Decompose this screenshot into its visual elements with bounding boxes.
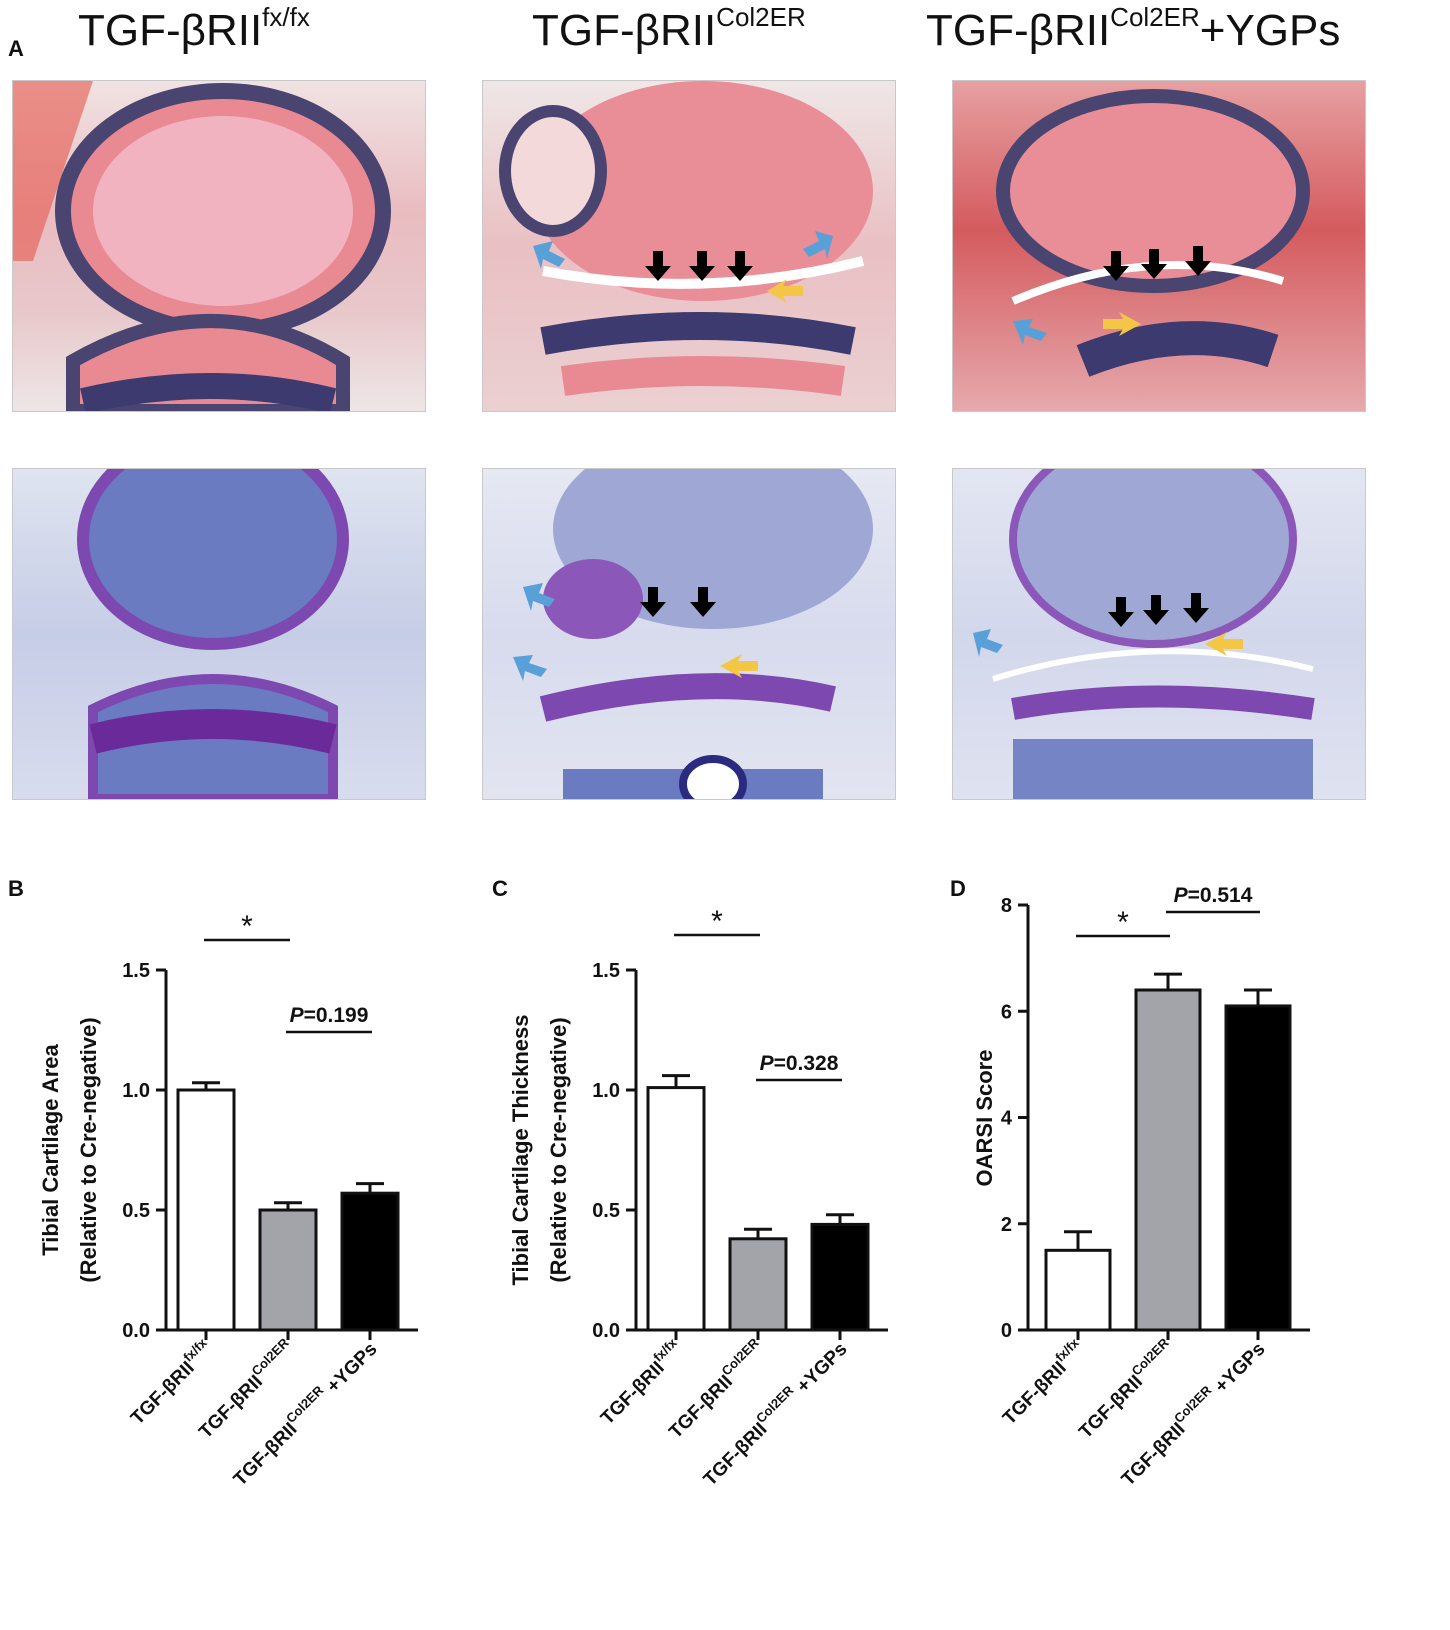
category-base: TGF-βRII (700, 1419, 772, 1491)
p-value-label: P=0.328 (760, 1052, 839, 1075)
x-category-label: TGF-βRIICol2ER +YGPs (696, 1335, 851, 1490)
bar (728, 1237, 788, 1332)
y-tick-label: 0.5 (592, 1200, 620, 1222)
y-tick-label: 1.0 (592, 1080, 620, 1102)
bar (1134, 988, 1202, 1332)
group-title-suffix: +YGPs (1199, 6, 1341, 55)
bar (340, 1191, 400, 1332)
x-category-label: TGF-βRIIfx/fx (594, 1335, 689, 1430)
micrograph-he-fxfx-drawing (13, 81, 391, 411)
group-title-col2er: TGF-βRIICol2ER (532, 2, 806, 56)
panel-b-letter: B (8, 876, 24, 901)
p-value-label: P=0.199 (290, 1004, 369, 1027)
p-symbol: P (290, 1004, 305, 1027)
group-title-base: TGF-βRII (78, 6, 263, 55)
x-category-label: TGF-βRIICol2ER +YGPs (226, 1335, 381, 1490)
micrograph-he-col2er-ygps (952, 80, 1366, 412)
group-title-col2er-ygps: TGF-βRIICol2ER+YGPs (926, 2, 1341, 56)
significance-asterisk: * (241, 910, 253, 943)
category-base: TGF-βRII (597, 1358, 669, 1430)
category-base: TGF-βRII (665, 1371, 737, 1443)
micrograph-he-fxfx (12, 80, 426, 412)
p-value: =0.514 (1188, 884, 1253, 907)
panel-c-letter: C (492, 876, 508, 901)
p-value: =0.199 (304, 1004, 369, 1027)
chart-b: 0.0 0.5 1.0 1.5 Tibial Cartilage Area (Relati… (38, 910, 418, 1490)
bar (1044, 1248, 1112, 1332)
category-base: TGF-βRII (999, 1358, 1071, 1430)
category-suffix: +YGPs (319, 1339, 381, 1401)
micrograph-he-col2er-ygps-drawing (996, 89, 1310, 377)
category-sup: Col2ER (1171, 1382, 1215, 1426)
chart-c: 0.0 0.5 1.0 1.5 Tibial Cartilage Thickness (R… (508, 905, 888, 1490)
category-base: TGF-βRII (1118, 1419, 1190, 1491)
category-sup: Col2ER (1128, 1335, 1172, 1379)
group-title-base: TGF-βRII (532, 6, 717, 55)
significance-asterisk: * (1117, 906, 1129, 939)
micrograph-tb-fxfx-drawing (77, 469, 349, 799)
micrograph-tb-fxfx (12, 468, 426, 800)
micrograph-tb-col2er-ygps (952, 468, 1366, 800)
bar (810, 1222, 870, 1332)
bar (176, 1088, 236, 1332)
category-suffix: +YGPs (789, 1339, 851, 1401)
group-title-base: TGF-βRII (926, 6, 1111, 55)
y-axis-label: (Relative to Cre-negative) (76, 1017, 101, 1282)
panel-d-letter: D (950, 876, 966, 901)
category-sup: Col2ER (283, 1382, 327, 1426)
y-tick-label: 4 (1001, 1108, 1013, 1130)
bar (1224, 1004, 1292, 1332)
micrograph-tb-col2er-drawing (513, 469, 873, 799)
category-sup: Col2ER (248, 1335, 292, 1379)
y-axis-label: Tibial Cartilage Thickness (508, 1014, 533, 1285)
y-axis-label: OARSI Score (972, 1050, 997, 1187)
category-base: TGF-βRII (195, 1371, 267, 1443)
y-tick-label: 0.0 (592, 1320, 620, 1342)
micrograph-he-col2er-drawing (499, 81, 873, 396)
y-tick-label: 0.5 (122, 1200, 150, 1222)
panel-a-letter: A (8, 36, 24, 61)
y-tick-label: 6 (1001, 1001, 1012, 1023)
y-tick-label: 2 (1001, 1214, 1012, 1236)
bar (646, 1086, 706, 1332)
p-value-label: P=0.514 (1174, 884, 1253, 907)
category-suffix: +YGPs (1207, 1339, 1269, 1401)
y-tick-label: 1.5 (122, 960, 150, 982)
group-title-sup: Col2ER (1110, 2, 1200, 32)
y-tick-label: 1.0 (122, 1080, 150, 1102)
group-title-fxfx: TGF-βRIIfx/fx (78, 2, 310, 56)
x-category-label: TGF-βRIIfx/fx (996, 1335, 1091, 1430)
category-base: TGF-βRII (1075, 1371, 1147, 1443)
x-category-label: TGF-βRIICol2ER (1072, 1335, 1180, 1443)
group-title-sup: Col2ER (716, 2, 806, 32)
category-sup: Col2ER (718, 1335, 762, 1379)
y-axis-label: (Relative to Cre-negative) (546, 1017, 571, 1282)
p-value: =0.328 (774, 1052, 839, 1075)
significance-asterisk: * (711, 905, 723, 938)
group-title-sup: fx/fx (262, 2, 310, 32)
micrograph-tb-col2er (482, 468, 896, 800)
category-base: TGF-βRII (230, 1419, 302, 1491)
x-category-label: TGF-βRIIfx/fx (124, 1335, 219, 1430)
micrograph-tb-col2er-ygps-drawing (973, 469, 1315, 799)
bar (258, 1208, 318, 1332)
p-symbol: P (1174, 884, 1189, 907)
p-symbol: P (760, 1052, 775, 1075)
y-tick-label: 0 (1001, 1320, 1012, 1342)
category-sup: Col2ER (753, 1382, 797, 1426)
category-base: TGF-βRII (127, 1358, 199, 1430)
micrograph-he-col2er (482, 80, 896, 412)
y-axis-label: Tibial Cartilage Area (38, 1043, 63, 1255)
y-tick-label: 0.0 (122, 1320, 150, 1342)
y-tick-label: 8 (1001, 895, 1012, 917)
y-tick-label: 1.5 (592, 960, 620, 982)
